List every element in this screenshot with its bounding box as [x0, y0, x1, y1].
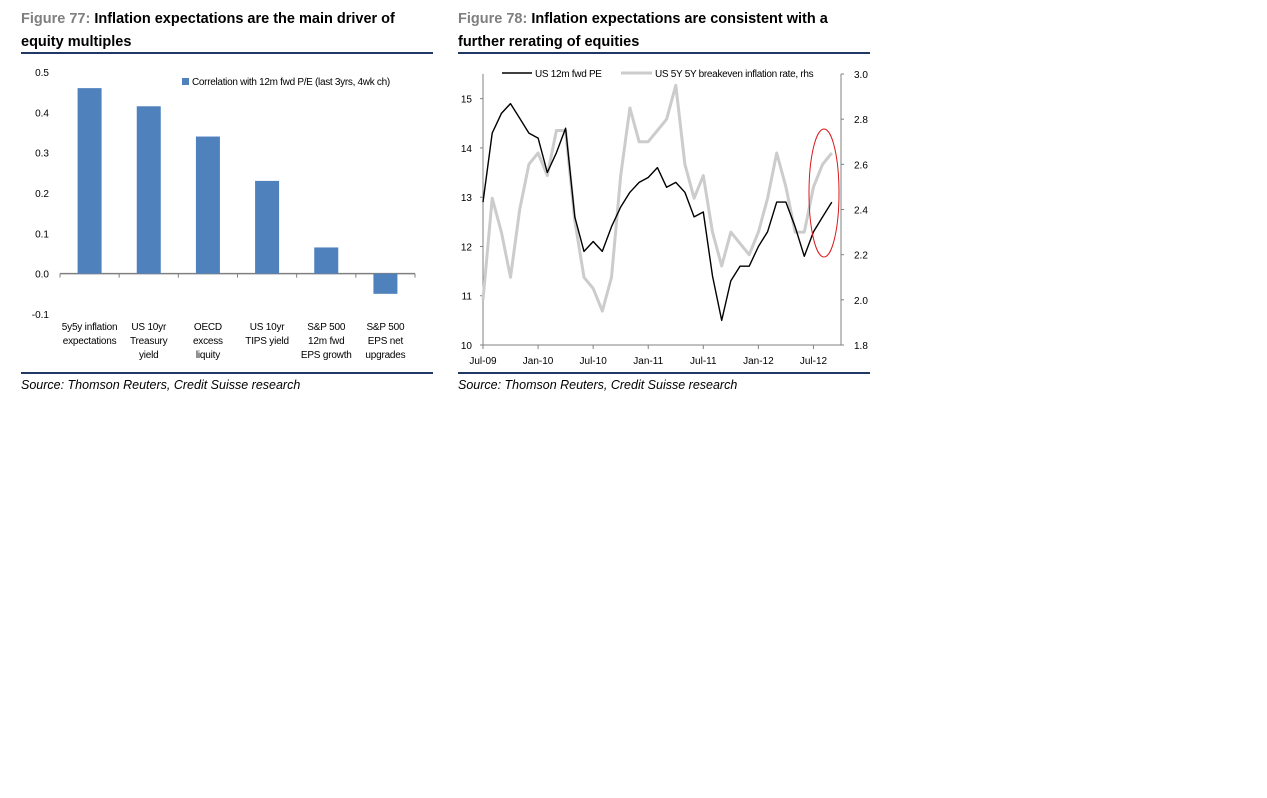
x-category-label: US 10yr	[131, 322, 167, 333]
highlight-ellipse	[808, 128, 840, 258]
line-chart-svg: 15 14 13 12 11 10 3.0 2.8 2.6 2.4 2.2 2.0 1.8 Jul-09 J…	[461, 69, 868, 367]
left-tick-label: 14	[461, 144, 473, 155]
bar	[136, 106, 161, 274]
figure-78-title: Figure 78: Inflation expectations are co…	[458, 8, 870, 54]
x-category-label: expectations	[63, 336, 117, 347]
x-category-label: S&P 500	[366, 322, 405, 333]
legend-swatch	[182, 78, 189, 85]
left-tick-label: 13	[461, 193, 473, 204]
legend-label: Correlation with 12m fwd P/E (last 3yrs,…	[192, 77, 390, 88]
figure-78: Figure 78: Inflation expectations are co…	[458, 8, 870, 392]
x-category-label: 12m fwd	[308, 336, 344, 347]
bar	[373, 273, 398, 294]
x-tick-label: Jan-12	[743, 356, 774, 367]
y-tick-label: 0.0	[35, 270, 49, 281]
breakeven-line	[481, 83, 833, 313]
x-category-label: EPS growth	[301, 350, 352, 361]
figure-77-heading: Inflation expectations are the main driv…	[21, 11, 395, 50]
y-tick-label: 0.4	[35, 108, 49, 119]
left-tick-label: 15	[461, 95, 473, 106]
legend-pe-label: US 12m fwd PE	[535, 69, 602, 80]
x-tick-label: Jul-10	[580, 356, 608, 367]
x-category-label: Treasury	[130, 336, 168, 347]
y-tick-label: 0.3	[35, 149, 49, 160]
x-category-label: EPS net	[368, 336, 404, 347]
left-tick-label: 11	[462, 292, 473, 303]
bar	[255, 180, 280, 274]
x-tick-label: Jul-12	[800, 356, 828, 367]
y-tick-label: 0.2	[35, 189, 49, 200]
x-category-label: S&P 500	[307, 322, 346, 333]
figure-78-heading: Inflation expectations are consistent wi…	[458, 11, 828, 50]
x-category-label: yield	[139, 350, 159, 361]
x-category-label: upgrades	[365, 350, 405, 361]
right-tick-label: 2.0	[854, 296, 868, 307]
left-tick-label: 10	[461, 341, 473, 352]
left-tick-label: 12	[461, 242, 473, 253]
y-tick-label: 0.5	[35, 68, 49, 79]
figure-77-chart: 0.5 0.4 0.3 0.2 0.1 0.0 -0.1 5y5y inflation expe…	[21, 54, 433, 372]
x-tick-label: Jul-09	[469, 356, 497, 367]
legend-breakeven-label: US 5Y 5Y breakeven inflation rate, rhs	[655, 69, 814, 80]
x-category-label: US 10yr	[250, 322, 286, 333]
right-tick-label: 3.0	[854, 70, 868, 81]
x-category-label: 5y5y inflation	[62, 322, 118, 333]
figure-77-number: Figure 77:	[21, 11, 91, 27]
y-tick-label: 0.1	[35, 229, 49, 240]
x-category-label: TIPS yield	[245, 336, 289, 347]
pe-line	[482, 102, 833, 322]
x-tick-label: Jan-11	[633, 356, 663, 367]
right-tick-label: 2.4	[854, 206, 868, 217]
x-category-label: liquity	[196, 350, 220, 361]
right-tick-label: 1.8	[854, 341, 868, 352]
figure-77-source: Source: Thomson Reuters, Credit Suisse r…	[21, 372, 433, 392]
figure-78-chart: 15 14 13 12 11 10 3.0 2.8 2.6 2.4 2.2 2.0 1.8 Jul-09 J…	[458, 54, 870, 372]
right-tick-label: 2.8	[854, 115, 868, 126]
y-tick-label: -0.1	[32, 310, 50, 321]
right-tick-label: 2.2	[854, 251, 868, 262]
x-category-label: excess	[193, 336, 223, 347]
x-tick-label: Jan-10	[523, 356, 554, 367]
x-tick-label: Jul-11	[690, 356, 717, 367]
figure-77: Figure 77: Inflation expectations are th…	[21, 8, 433, 392]
figure-77-title: Figure 77: Inflation expectations are th…	[21, 8, 433, 54]
bar-chart-svg: 0.5 0.4 0.3 0.2 0.1 0.0 -0.1 5y5y inflation expe…	[32, 68, 416, 361]
figure-78-number: Figure 78:	[458, 11, 528, 27]
bar	[77, 88, 102, 274]
x-category-label: OECD	[194, 322, 222, 333]
bar	[195, 136, 220, 274]
figure-78-source: Source: Thomson Reuters, Credit Suisse r…	[458, 372, 870, 392]
bar	[314, 247, 339, 274]
right-tick-label: 2.6	[854, 160, 868, 171]
